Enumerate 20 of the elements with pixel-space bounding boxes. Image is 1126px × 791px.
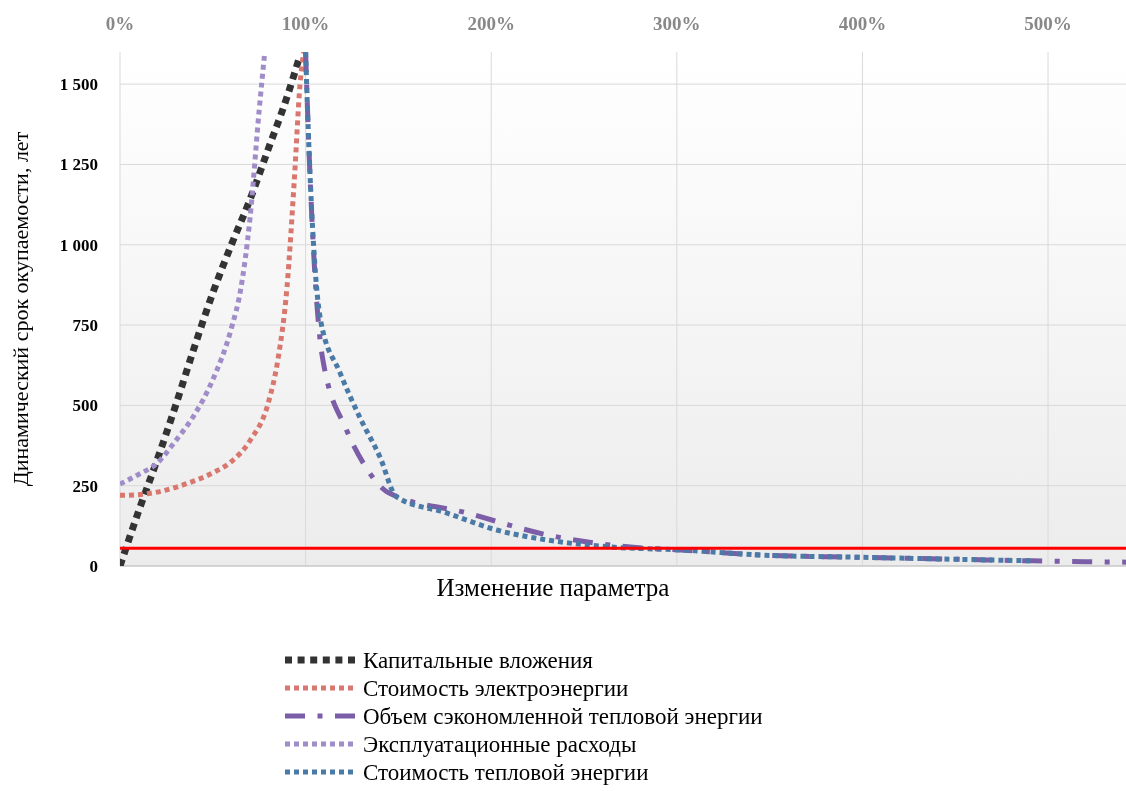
legend-label: Стоимость тепловой энергии	[363, 760, 649, 786]
y-tick-label: 0	[89, 556, 98, 576]
legend-label: Эксплуатационные расходы	[363, 732, 637, 758]
legend-label: Стоимость электроэнергии	[363, 676, 629, 702]
y-tick-label: 1 000	[59, 235, 98, 255]
x-tick-label: 200%	[467, 13, 515, 34]
x-axis-title: Изменение параметра	[436, 574, 670, 601]
x-tick-label: 0%	[105, 13, 135, 34]
x-tick-label: 300%	[653, 13, 701, 34]
y-tick-label: 750	[72, 316, 98, 336]
y-tick-label: 1 250	[59, 155, 98, 175]
x-tick-label: 400%	[838, 13, 887, 34]
y-tick-label: 250	[72, 476, 98, 496]
x-tick-label: 500%	[1024, 13, 1072, 34]
x-tick-label: 100%	[281, 13, 330, 34]
y-tick-label: 1 500	[59, 75, 98, 95]
legend-label: Объем сэкономленной тепловой энергии	[363, 704, 763, 730]
legend-label: Капитальные вложения	[363, 648, 594, 674]
y-tick-label: 500	[72, 396, 98, 416]
y-axis-title: Динамический срок окупаемости, лет	[8, 131, 33, 487]
